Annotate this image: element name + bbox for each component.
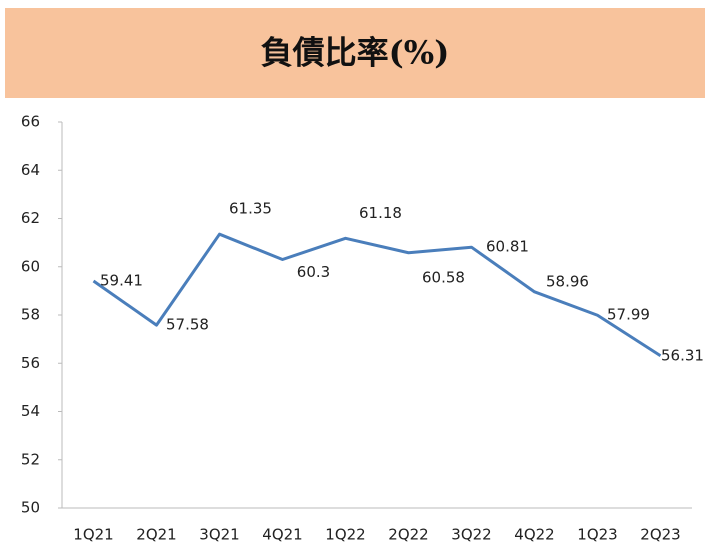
data-label: 61.35: [229, 200, 272, 218]
data-label: 60.81: [486, 238, 529, 256]
data-label: 56.31: [661, 346, 704, 364]
x-tick-label: 2Q23: [640, 526, 680, 544]
x-tick-label: 4Q21: [262, 526, 302, 544]
x-tick-label: 3Q22: [451, 526, 491, 544]
title-banner: [5, 8, 705, 98]
y-tick-label: 64: [21, 161, 40, 179]
data-label: 59.41: [100, 271, 143, 289]
y-tick-label: 56: [21, 354, 40, 372]
x-tick-label: 4Q22: [514, 526, 554, 544]
data-line: [92, 232, 662, 358]
y-tick-label: 50: [21, 499, 40, 517]
chart-title: 負債比率(%): [261, 34, 450, 72]
y-tick-label: 54: [21, 402, 40, 420]
x-tick-label: 1Q22: [325, 526, 365, 544]
x-tick-label: 1Q21: [73, 526, 113, 544]
data-label: 58.96: [546, 272, 589, 290]
y-tick-label: 60: [21, 257, 40, 275]
y-tick-label: 52: [21, 450, 40, 468]
data-label: 60.58: [422, 268, 465, 286]
data-label: 61.18: [359, 204, 402, 222]
x-tick-label: 2Q21: [136, 526, 176, 544]
x-tick-label: 3Q21: [199, 526, 239, 544]
y-tick-label: 58: [21, 306, 40, 324]
y-tick-label: 62: [21, 209, 40, 227]
x-tick-label: 1Q23: [577, 526, 617, 544]
x-tick-label: 2Q22: [388, 526, 428, 544]
y-tick-label: 66: [21, 113, 40, 131]
data-label: 57.58: [166, 316, 209, 334]
data-label: 57.99: [607, 306, 650, 324]
data-label: 60.3: [297, 263, 330, 281]
